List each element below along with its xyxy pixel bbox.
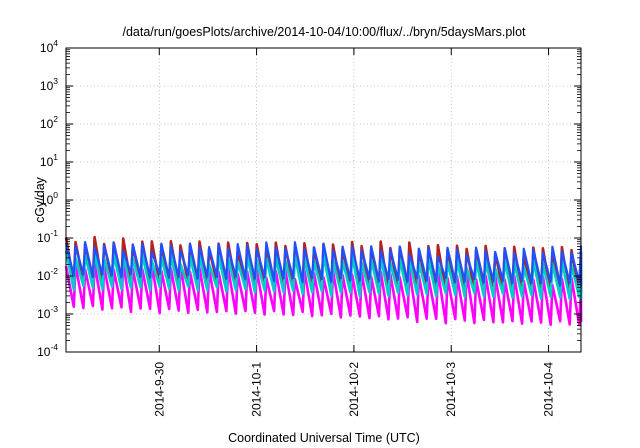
x-tick-label: 2014-10-1	[250, 362, 264, 417]
x-tick-label: 2014-9-30	[152, 362, 166, 417]
y-tick-label: 100	[40, 190, 58, 207]
chart-title: /data/run/goesPlots/archive/2014-10-04/1…	[122, 25, 526, 39]
y-axis-label: cGy/day	[33, 176, 47, 223]
series-line	[64, 250, 583, 301]
y-tick-label: 102	[40, 114, 58, 131]
y-tick-label: 10-1	[37, 228, 58, 245]
y-axis: 10-4 10-3 10-2 10-1 100 101 102 103 104	[37, 38, 581, 359]
x-axis: 2014-9-30 2014-10-1 2014-10-2 2014-10-3 2014…	[152, 48, 556, 417]
y-tick-label: 103	[40, 76, 58, 93]
series-group	[64, 235, 583, 327]
series-line	[64, 261, 583, 327]
y-tick-label: 104	[40, 38, 58, 55]
y-tick-label: 10-4	[37, 342, 58, 359]
x-tick-label: 2014-10-4	[542, 362, 556, 417]
x-axis-label: Coordinated Universal Time (UTC)	[228, 431, 420, 445]
x-tick-label: 2014-10-3	[444, 362, 458, 417]
y-tick-label: 10-3	[37, 304, 58, 321]
series-line	[64, 241, 583, 287]
y-tick-label: 101	[40, 152, 58, 169]
x-tick-label: 2014-10-2	[347, 362, 361, 417]
y-tick-label: 10-2	[37, 266, 58, 283]
